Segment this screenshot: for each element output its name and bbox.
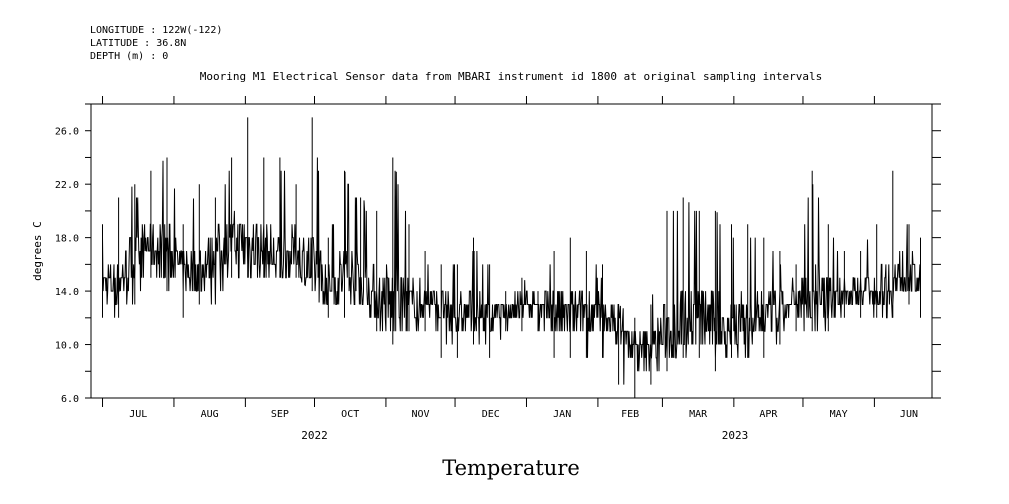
y-tick-label: 10.0 xyxy=(55,341,79,352)
tick-labels: 6.0 10.0 14.0 18.0 22.0 26.0 JUL AUG SEP OCT NOV DE… xyxy=(55,127,918,442)
x-month-label: JUN xyxy=(900,409,918,420)
bottom-title: Temperature xyxy=(442,456,580,480)
x-month-label: JAN xyxy=(553,409,571,420)
longitude-label: LONGITUDE : 122W(-122) xyxy=(90,25,223,36)
x-month-label: JUL xyxy=(129,409,147,420)
x-month-label: APR xyxy=(759,409,778,420)
y-axis-label: degrees C xyxy=(31,221,44,281)
latitude-label: LATITUDE : 36.8N xyxy=(90,38,187,49)
x-month-label: DEC xyxy=(482,409,500,420)
depth-label: DEPTH (m) : 0 xyxy=(90,51,169,62)
y-tick-label: 26.0 xyxy=(55,127,79,138)
x-month-label: AUG xyxy=(201,409,219,420)
y-tick-label: 14.0 xyxy=(55,287,79,298)
x-month-label: OCT xyxy=(341,409,359,420)
x-month-label: FEB xyxy=(621,409,639,420)
x-year-label: 2022 xyxy=(301,429,328,442)
series-group xyxy=(102,117,921,398)
y-tick-label: 6.0 xyxy=(61,394,79,405)
y-tick-label: 22.0 xyxy=(55,180,79,191)
x-month-label: MAY xyxy=(830,409,848,420)
x-month-label: SEP xyxy=(271,409,289,420)
x-year-label: 2023 xyxy=(722,429,749,442)
plot-border xyxy=(90,103,933,399)
chart-title: Mooring M1 Electrical Sensor data from M… xyxy=(200,70,823,83)
x-month-label: MAR xyxy=(689,409,708,420)
temperature-series-line xyxy=(102,117,921,398)
y-tick-label: 18.0 xyxy=(55,234,79,245)
plot-frame xyxy=(90,103,933,399)
axis-ticks xyxy=(85,96,941,407)
x-month-label: NOV xyxy=(411,409,429,420)
